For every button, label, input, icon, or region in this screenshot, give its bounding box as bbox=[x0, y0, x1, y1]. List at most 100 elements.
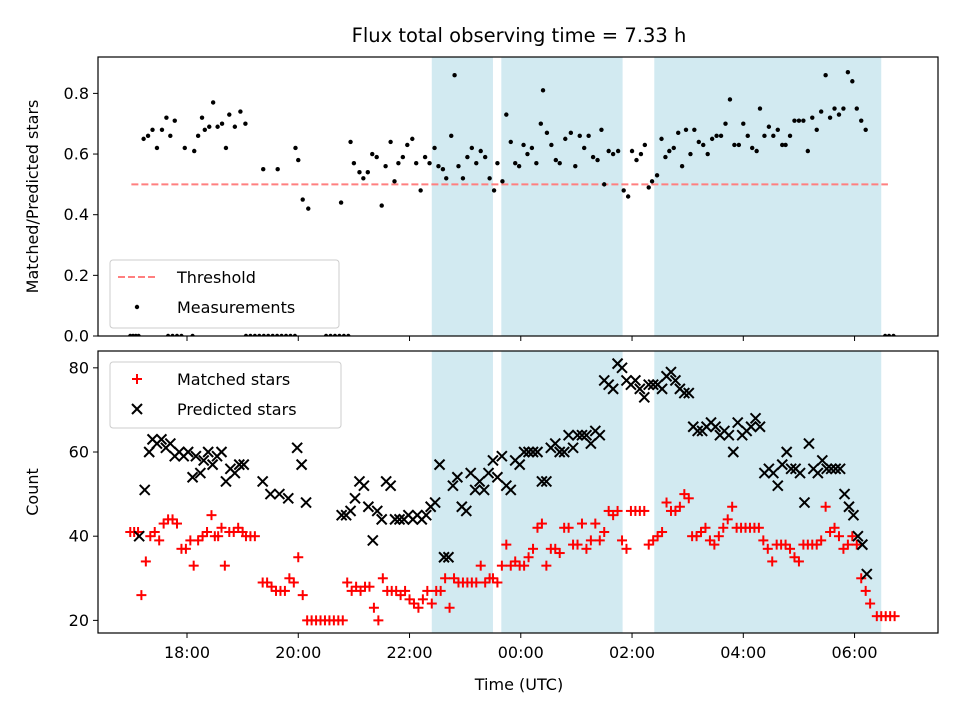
data-point bbox=[422, 585, 433, 596]
data-point bbox=[186, 471, 199, 483]
data-point bbox=[836, 112, 842, 117]
data-point bbox=[141, 136, 146, 142]
data-point bbox=[732, 416, 744, 429]
data-point bbox=[496, 560, 507, 571]
data-point bbox=[508, 139, 513, 145]
data-point bbox=[767, 556, 778, 567]
data-point bbox=[232, 124, 238, 129]
axes-frame bbox=[97, 56, 939, 337]
x-tick-label: 04:00 bbox=[720, 643, 766, 662]
data-point bbox=[426, 598, 437, 609]
x-axis-label: Time (UTC) bbox=[474, 675, 563, 694]
data-point bbox=[667, 148, 672, 154]
data-point bbox=[215, 446, 228, 458]
data-point bbox=[549, 437, 561, 450]
plot-area bbox=[125, 351, 900, 633]
data-point bbox=[164, 437, 177, 450]
data-point bbox=[202, 446, 214, 458]
data-point bbox=[669, 374, 682, 387]
x-stroke-b bbox=[812, 467, 824, 479]
data-point bbox=[541, 560, 552, 571]
data-point bbox=[371, 505, 383, 517]
y-axis-label: Matched/Predicted stars bbox=[23, 100, 42, 294]
data-point bbox=[816, 535, 827, 546]
data-point bbox=[243, 121, 248, 126]
data-point bbox=[553, 157, 559, 163]
observing-span-3 bbox=[654, 57, 882, 336]
data-point bbox=[654, 173, 660, 178]
data-point bbox=[696, 139, 701, 145]
data-point bbox=[762, 543, 773, 554]
x-stroke-b bbox=[206, 458, 219, 471]
data-point bbox=[602, 182, 607, 187]
x-stroke-b bbox=[131, 403, 143, 415]
x-stroke-b bbox=[656, 383, 668, 395]
data-point bbox=[513, 458, 526, 471]
data-point bbox=[491, 471, 504, 483]
data-point bbox=[491, 188, 497, 193]
data-point bbox=[531, 446, 544, 458]
x-stroke-b bbox=[816, 454, 828, 467]
data-point bbox=[801, 118, 806, 123]
data-point bbox=[701, 142, 706, 148]
x-stroke-b bbox=[473, 475, 486, 488]
x-stroke-b bbox=[754, 421, 766, 433]
data-point bbox=[300, 197, 305, 202]
x-stroke-b bbox=[594, 429, 606, 441]
data-point bbox=[349, 492, 361, 505]
x-stroke-b bbox=[558, 446, 570, 458]
data-point bbox=[762, 133, 767, 139]
data-point bbox=[568, 130, 574, 136]
data-point bbox=[469, 145, 475, 151]
data-point bbox=[649, 179, 655, 184]
data-point bbox=[374, 154, 379, 160]
data-point bbox=[433, 458, 446, 471]
data-point bbox=[794, 467, 806, 479]
data-point bbox=[275, 167, 280, 172]
data-point bbox=[460, 505, 472, 517]
x-stroke-b bbox=[291, 442, 303, 454]
data-point bbox=[647, 378, 659, 391]
data-point bbox=[206, 458, 219, 471]
data-point bbox=[279, 585, 290, 596]
data-point bbox=[787, 133, 793, 139]
x-stroke-b bbox=[344, 505, 357, 517]
legend-entry-label: Threshold bbox=[176, 268, 256, 287]
data-point bbox=[780, 142, 785, 148]
y-tick-label: 0.0 bbox=[64, 327, 89, 346]
data-point bbox=[757, 106, 763, 111]
data-point bbox=[528, 543, 539, 554]
data-point bbox=[854, 106, 859, 111]
data-point bbox=[362, 501, 375, 513]
data-point bbox=[727, 446, 739, 458]
data-point bbox=[527, 446, 539, 458]
data-point bbox=[860, 585, 871, 596]
data-point bbox=[256, 475, 269, 488]
data-point bbox=[563, 522, 574, 533]
x-stroke-b bbox=[776, 458, 788, 471]
x-stroke-b bbox=[536, 475, 548, 488]
data-point bbox=[159, 127, 165, 132]
data-point bbox=[223, 145, 229, 151]
x-stroke-b bbox=[562, 429, 575, 441]
x-stroke-b bbox=[691, 425, 704, 437]
data-point bbox=[487, 176, 492, 181]
data-point bbox=[825, 463, 837, 475]
data-point bbox=[599, 127, 604, 132]
data-point bbox=[474, 160, 479, 166]
data-point bbox=[505, 484, 517, 496]
x-stroke-b bbox=[580, 429, 593, 441]
data-point bbox=[646, 185, 651, 190]
x-stroke-b bbox=[834, 463, 846, 475]
data-point bbox=[249, 531, 260, 542]
x-stroke-b bbox=[794, 467, 806, 479]
data-point bbox=[427, 160, 432, 166]
data-point bbox=[273, 488, 286, 500]
data-point bbox=[776, 458, 788, 471]
x-stroke-b bbox=[780, 446, 793, 458]
x-stroke-b bbox=[482, 467, 495, 479]
y-tick-label: 60 bbox=[69, 443, 89, 462]
data-point bbox=[780, 446, 793, 458]
data-point bbox=[581, 543, 592, 554]
data-point bbox=[554, 548, 565, 559]
